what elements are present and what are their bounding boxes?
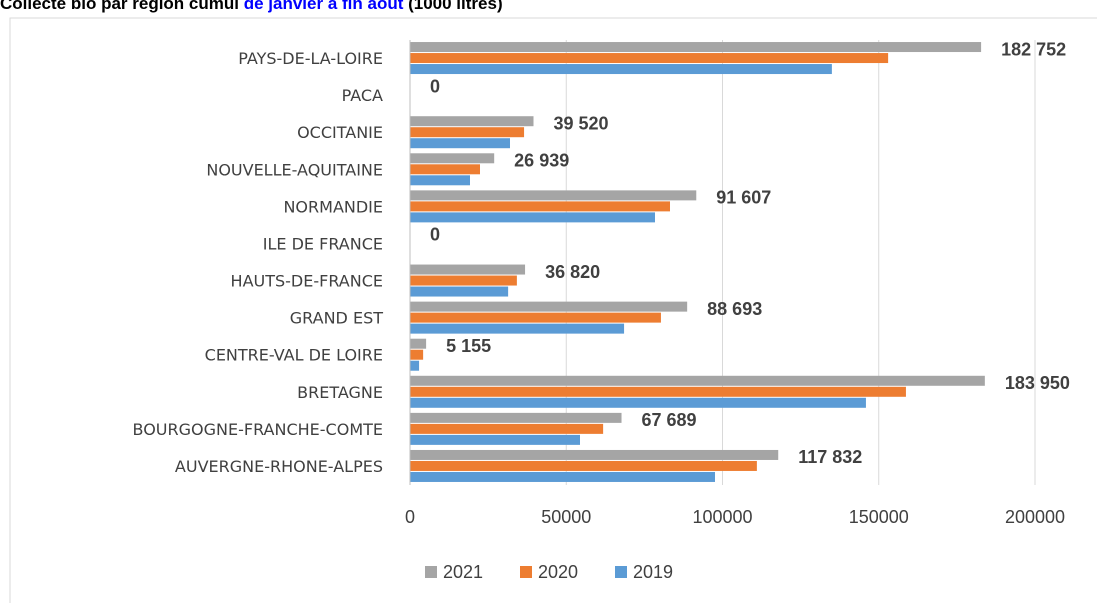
data-label: 0 — [430, 225, 440, 245]
data-label: 91 607 — [716, 188, 771, 208]
y-tick-label: BRETAGNE — [297, 383, 383, 402]
legend-label: 2020 — [538, 562, 578, 582]
y-tick-label: AUVERGNE-RHONE-ALPES — [175, 457, 383, 476]
bar — [410, 190, 697, 201]
data-label: 88 693 — [707, 299, 762, 319]
y-tick-label: PAYS-DE-LA-LOIRE — [238, 49, 383, 68]
x-tick-label: 0 — [405, 507, 415, 527]
bar — [410, 460, 757, 471]
bar — [410, 116, 534, 127]
data-label: 36 820 — [545, 262, 600, 282]
bar — [410, 301, 688, 312]
bar — [410, 360, 420, 371]
bar — [410, 153, 495, 164]
y-tick-label: GRAND EST — [290, 309, 383, 328]
bar — [410, 375, 985, 386]
title-main: Collecte bio par région cumul — [0, 0, 239, 13]
bar — [410, 349, 424, 360]
legend-swatch — [520, 566, 532, 578]
x-tick-label: 50000 — [541, 507, 591, 527]
bar — [410, 127, 525, 138]
bar — [410, 275, 517, 286]
y-tick-label: NORMANDIE — [283, 197, 383, 216]
bar — [410, 286, 509, 297]
bar — [410, 42, 982, 53]
bar — [410, 471, 715, 482]
bar — [410, 264, 526, 275]
bar — [410, 397, 866, 408]
bar — [410, 53, 889, 64]
y-tick-label: HAUTS-DE-FRANCE — [231, 272, 383, 291]
bar — [410, 212, 655, 223]
bar — [410, 138, 510, 149]
bar — [410, 338, 427, 349]
data-label: 39 520 — [554, 113, 609, 133]
y-tick-label: ILE DE FRANCE — [263, 234, 383, 253]
data-label: 117 832 — [798, 447, 862, 467]
bar — [410, 412, 622, 423]
y-tick-label: NOUVELLE-AQUITAINE — [206, 160, 383, 179]
data-label: 183 950 — [1005, 373, 1070, 393]
y-tick-label: CENTRE-VAL DE LOIRE — [205, 346, 383, 365]
x-tick-label: 100000 — [692, 507, 752, 527]
legend-swatch — [425, 566, 437, 578]
data-label: 182 752 — [1001, 39, 1066, 59]
bar — [410, 312, 661, 323]
data-label: 5 155 — [446, 336, 491, 356]
bar — [410, 164, 480, 175]
bar — [410, 449, 779, 460]
data-label: 26 939 — [514, 151, 569, 171]
legend-label: 2019 — [633, 562, 673, 582]
data-label: 67 689 — [642, 410, 697, 430]
bar — [410, 434, 580, 445]
bar — [410, 323, 625, 334]
bar — [410, 201, 670, 212]
title-unit: (1000 litres) — [408, 0, 503, 13]
legend-label: 2021 — [443, 562, 483, 582]
bar — [410, 64, 832, 75]
y-tick-label: PACA — [342, 86, 383, 105]
title-highlight: de janvier à fin août — [244, 0, 404, 13]
bar — [410, 386, 906, 397]
y-tick-label: BOURGOGNE-FRANCHE-COMTE — [133, 420, 383, 439]
bar — [410, 175, 470, 186]
chart-title: Collecte bio par région cumul de janvier… — [0, 0, 503, 13]
y-tick-label: OCCITANIE — [297, 123, 383, 142]
legend-swatch — [615, 566, 627, 578]
bar — [410, 423, 604, 434]
data-label: 0 — [430, 76, 440, 96]
x-tick-label: 200000 — [1005, 507, 1065, 527]
x-tick-label: 150000 — [849, 507, 909, 527]
